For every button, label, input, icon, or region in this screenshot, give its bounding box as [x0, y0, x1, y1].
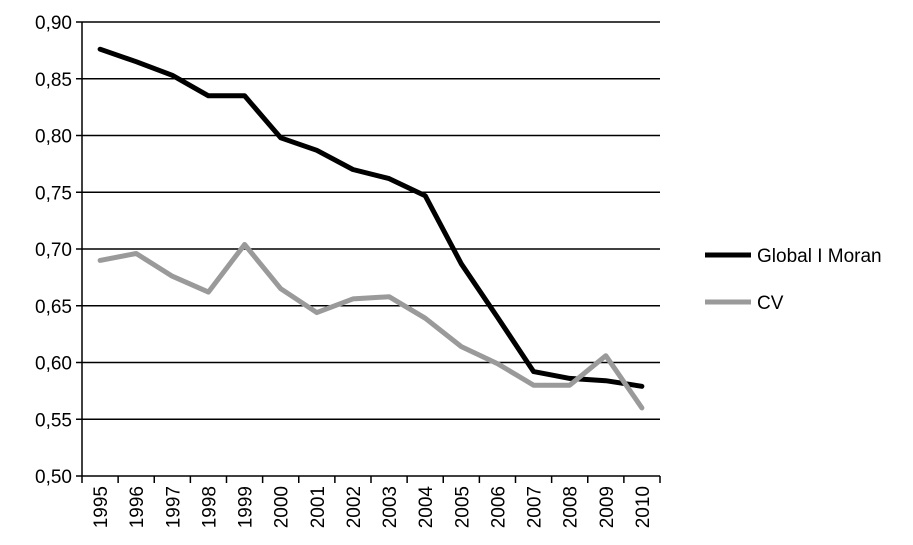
- x-tick-label: 2004: [416, 486, 437, 529]
- x-tick-label: 1999: [236, 486, 257, 528]
- x-tick-label: 2008: [561, 486, 582, 528]
- gridlines: [82, 21, 660, 420]
- y-tick-label: 0,60: [35, 354, 72, 375]
- x-tick-label: 1996: [127, 486, 148, 528]
- x-tick-label: 2009: [597, 486, 618, 528]
- axes: [76, 21, 661, 483]
- x-tick-label: 2005: [452, 486, 473, 528]
- y-tick-label: 0,80: [35, 127, 72, 148]
- legend: Global I Moran CV: [705, 246, 882, 314]
- legend-label: Global I Moran: [757, 246, 882, 267]
- series-line-global-i-moran: [97, 46, 645, 389]
- legend-label: CV: [757, 293, 784, 314]
- x-tick-label: 1995: [91, 486, 112, 528]
- x-tick-label: 2002: [344, 486, 365, 528]
- y-tick-labels: 0,50 0,55 0,60 0,65 0,70 0,75 0,80 0,85 0,90: [35, 13, 72, 488]
- series-line-cv: [97, 242, 645, 411]
- y-tick-label: 0,50: [35, 467, 72, 488]
- x-tick-label: 2006: [488, 486, 509, 528]
- x-tick-label: 2000: [272, 486, 293, 528]
- series-lines: [97, 46, 645, 411]
- y-tick-label: 0,65: [35, 297, 72, 318]
- x-tick-label: 2007: [525, 486, 546, 528]
- x-tick-label: 2010: [633, 486, 654, 528]
- x-tick-label: 2003: [380, 486, 401, 528]
- x-tick-label: 1998: [199, 486, 220, 528]
- y-tick-label: 0,90: [35, 13, 72, 34]
- y-tick-label: 0,55: [35, 410, 72, 431]
- y-tick-label: 0,85: [35, 70, 72, 91]
- x-tick-label: 1997: [163, 486, 184, 528]
- y-tick-label: 0,70: [35, 240, 72, 261]
- x-tick-labels: 1995 1996 1997 1998 1999 2000 2001 2002 2003 2004…: [91, 486, 654, 529]
- y-tick-label: 0,75: [35, 183, 72, 204]
- x-tick-label: 2001: [308, 486, 329, 528]
